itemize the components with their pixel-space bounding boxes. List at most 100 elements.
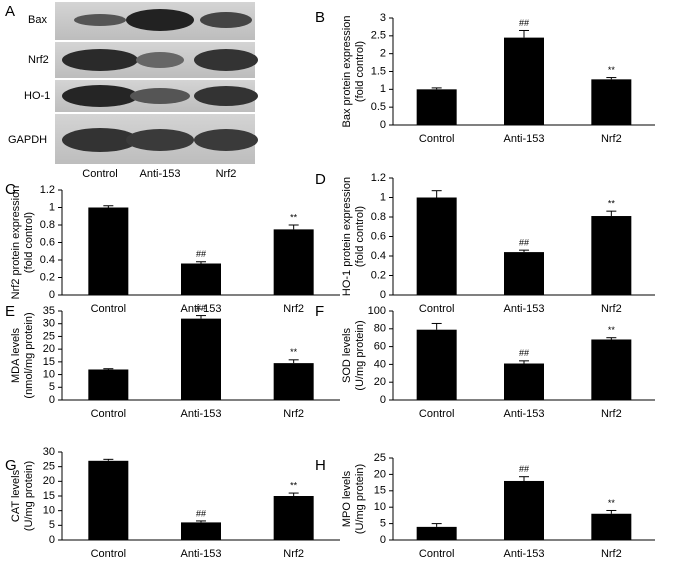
y-tick-label: 20 [374, 468, 386, 480]
significance-label: ** [608, 325, 616, 335]
y-tick-label: 0.4 [371, 250, 386, 262]
y-tick-label: 20 [43, 475, 55, 487]
blot-row-label: HO-1 [24, 90, 50, 102]
y-tick-label: 0.8 [40, 219, 55, 231]
bar [591, 513, 632, 540]
y-tick-label: 10 [43, 505, 55, 517]
bar [416, 89, 457, 125]
y-tick-label: 80 [374, 323, 386, 335]
y-tick-label: 30 [43, 446, 55, 458]
panel-letter: D [315, 171, 326, 188]
x-tick-label: Anti-153 [504, 133, 545, 145]
significance-label: ## [196, 508, 206, 518]
y-axis-label: Bax protein expression [341, 16, 353, 128]
panel-letter: C [5, 181, 16, 198]
bar [273, 363, 314, 400]
x-tick-label: Anti-153 [181, 408, 222, 420]
blot-band [130, 88, 190, 104]
y-tick-label: 2 [380, 48, 386, 60]
bar-chart: H MPO levels (U/mg protein) 0 5 10 15 20 25 Contr… [315, 452, 655, 560]
y-tick-label: 10 [43, 368, 55, 380]
significance-label: ** [608, 199, 616, 209]
bar [504, 252, 544, 295]
y-axis-label: (fold control) [23, 212, 35, 273]
bar-chart: D HO-1 protein expression (fold control) 0 0… [315, 171, 655, 315]
bar [88, 460, 129, 540]
y-tick-label: 0 [380, 394, 386, 406]
y-tick-label: 0 [380, 289, 386, 301]
blot-band [194, 49, 258, 71]
blot-band [126, 9, 194, 31]
y-tick-label: 0.8 [371, 211, 386, 223]
significance-label: ## [196, 249, 206, 259]
y-tick-label: 40 [374, 358, 386, 370]
x-tick-label: Anti-153 [504, 408, 545, 420]
blot-band [74, 14, 126, 26]
x-tick-label: Nrf2 [601, 133, 622, 145]
panel-letter: B [315, 9, 325, 26]
blot-band [200, 12, 252, 28]
y-tick-label: 25 [374, 452, 386, 464]
y-axis-label: (U/mg protein) [354, 464, 366, 534]
y-axis-label: CAT levels [10, 469, 22, 522]
blot-band [62, 49, 138, 71]
y-axis-label: (fold control) [354, 41, 366, 102]
blot-band [62, 85, 138, 107]
y-tick-label: 0 [49, 394, 55, 406]
blot-band [194, 86, 258, 106]
y-tick-label: 5 [49, 381, 55, 393]
bar [416, 526, 457, 540]
x-tick-label: Control [419, 133, 454, 145]
y-tick-label: 0 [380, 534, 386, 546]
bar-chart: F SOD levels (U/mg protein) 0 20 40 60 80 100 Con… [315, 303, 655, 420]
panel-letter: F [315, 303, 324, 320]
x-tick-label: Control [91, 303, 126, 315]
y-tick-label: 1 [380, 191, 386, 203]
y-tick-label: 10 [374, 501, 386, 513]
y-tick-label: 0 [49, 534, 55, 546]
x-tick-label: Nrf2 [283, 548, 304, 560]
blot-lane-label: Anti-153 [140, 168, 181, 180]
y-tick-label: 0.6 [371, 230, 386, 242]
y-tick-label: 0.6 [40, 236, 55, 248]
y-tick-label: 5 [380, 518, 386, 530]
x-tick-label: Control [91, 408, 126, 420]
y-tick-label: 15 [374, 485, 386, 497]
x-tick-label: Nrf2 [601, 408, 622, 420]
bar [181, 318, 221, 400]
y-axis-label: MDA levels [10, 327, 22, 383]
blot-lane-label: Control [82, 168, 117, 180]
significance-label: ** [608, 65, 616, 75]
bar-chart: E MDA levels (nmol/mg protein) 051015202530… [5, 303, 340, 420]
y-tick-label: 1 [49, 201, 55, 213]
panel-letter: A [5, 3, 15, 20]
x-tick-label: Control [419, 303, 454, 315]
blot-row-label: Bax [28, 14, 47, 26]
blot-row-label: Nrf2 [28, 54, 49, 66]
x-tick-label: Anti-153 [504, 303, 545, 315]
significance-label: ** [290, 480, 298, 490]
significance-label: ** [608, 498, 616, 508]
y-tick-label: 30 [43, 318, 55, 330]
x-tick-label: Control [419, 548, 454, 560]
y-tick-label: 100 [368, 305, 386, 317]
significance-label: ** [290, 212, 298, 222]
y-tick-label: 0 [49, 289, 55, 301]
bar [591, 216, 632, 295]
y-tick-label: 15 [43, 356, 55, 368]
x-tick-label: Control [91, 548, 126, 560]
bar [504, 480, 544, 540]
blot-panel: A Bax Nrf2 HO-1 GAPDH Control Anti-153 N… [5, 2, 258, 180]
y-tick-label: 1.5 [371, 65, 386, 77]
bar [88, 369, 129, 400]
panel-letter: H [315, 457, 326, 474]
bar [591, 339, 632, 400]
significance-label: ** [290, 347, 298, 357]
y-axis-label: SOD levels [341, 327, 353, 383]
bar [416, 329, 457, 400]
bar [181, 522, 221, 540]
y-axis-label: (U/mg protein) [354, 320, 366, 390]
bar [88, 207, 129, 295]
y-tick-label: 3 [380, 12, 386, 24]
